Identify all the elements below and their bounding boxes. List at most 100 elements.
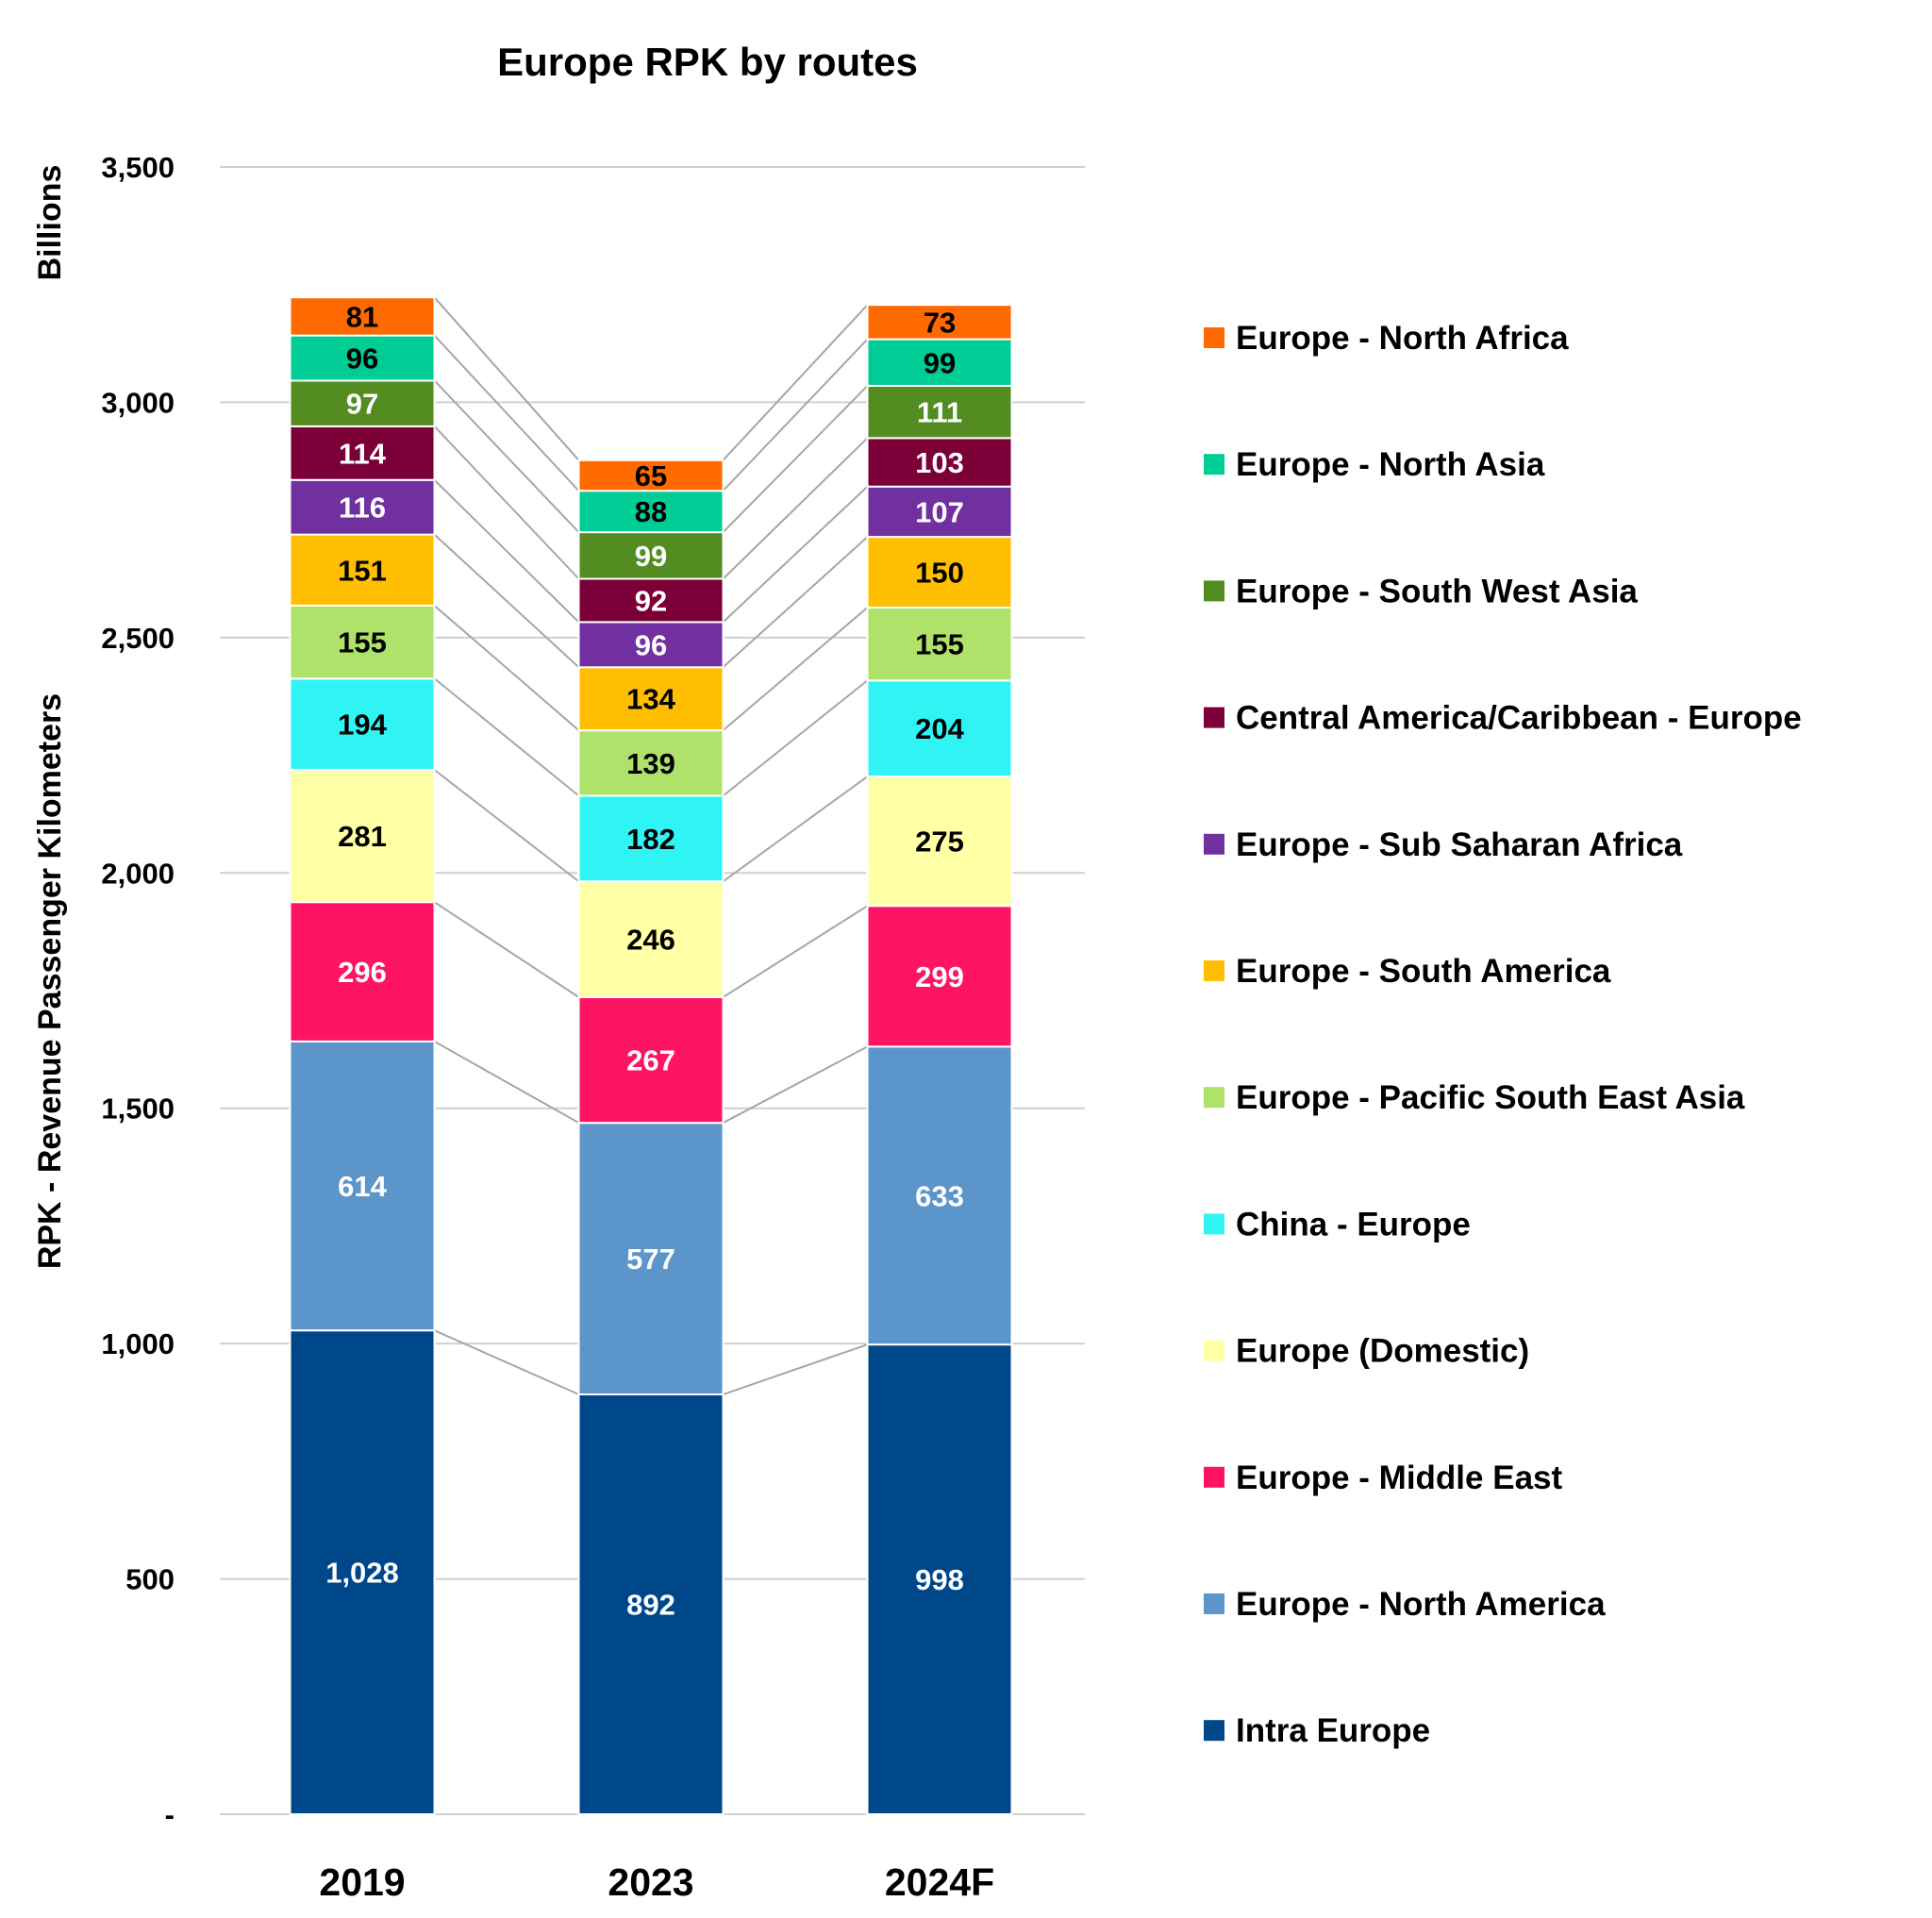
legend-label: Europe - North America [1236, 1586, 1606, 1623]
bar-segment [577, 459, 724, 492]
data-label: 96 [635, 628, 667, 661]
data-label: 281 [338, 820, 387, 853]
bar-segment [289, 1329, 436, 1815]
bar-segment [866, 338, 1013, 387]
data-label: 114 [339, 437, 387, 470]
legend-swatch [1204, 1720, 1224, 1742]
legend: Europe - North Africa Europe - North Asia… [1204, 320, 1802, 1749]
legend-swatch [1204, 1087, 1224, 1109]
data-label: 299 [915, 960, 964, 993]
bar-segment [289, 425, 436, 481]
x-axis-categories: 2019 2023 2024F [319, 1860, 994, 1904]
data-label: 267 [626, 1044, 675, 1077]
connector-line [722, 485, 869, 624]
connector-line [722, 776, 869, 883]
bar-segment [866, 1343, 1013, 1816]
y-tick-label: 3,500 [101, 151, 175, 184]
data-label: 614 [338, 1170, 387, 1203]
connector-line [722, 338, 869, 492]
data-label: 155 [338, 626, 387, 659]
data-label: 296 [338, 956, 387, 989]
bar-segment [289, 677, 436, 772]
x-category-label: 2019 [319, 1860, 405, 1904]
legend-label: Europe - South America [1236, 953, 1611, 990]
data-label: 88 [635, 495, 667, 528]
data-label: 150 [915, 557, 964, 590]
chart-title: Europe RPK by routes [497, 40, 918, 84]
y-axis-ticks: - 500 1,000 1,500 2,000 2,500 3,000 3,500 [101, 151, 175, 1831]
bar-segment [577, 729, 724, 797]
data-label: 73 [924, 306, 956, 339]
connector-line [433, 605, 580, 731]
connector-line [433, 533, 580, 669]
data-label: 182 [626, 823, 675, 856]
y-tick-label: - [165, 1798, 175, 1831]
connector-line [722, 385, 869, 533]
data-label: 116 [339, 492, 386, 525]
y-axis-title: RPK - Revenue Passenger Kilometers [32, 693, 68, 1269]
data-label: 99 [924, 346, 956, 379]
y-tick-label: 2,000 [101, 857, 175, 890]
connector-line [722, 679, 869, 797]
legend-label: Europe - South West Asia [1236, 573, 1638, 609]
legend-swatch [1204, 580, 1224, 602]
bar-segment [577, 531, 724, 580]
connector-line [722, 905, 869, 998]
legend-label: Central America/Caribbean - Europe [1236, 700, 1802, 737]
connector-line [722, 536, 869, 669]
data-label: 577 [626, 1243, 675, 1276]
legend-swatch [1204, 1213, 1224, 1235]
connector-line [722, 607, 869, 731]
legend-swatch [1204, 454, 1224, 475]
bar-segment [289, 296, 436, 337]
data-label: 151 [338, 554, 387, 587]
bar-segment [577, 880, 724, 998]
bar-segment [289, 533, 436, 607]
connector-line [434, 1329, 579, 1395]
connector-line [433, 769, 580, 883]
data-label: 275 [915, 826, 964, 859]
data-labels: 1,028 892 998 614 577 633 296 267 299 281 246 275 19… [325, 300, 964, 1621]
connector-line [433, 677, 580, 797]
legend-swatch [1204, 1340, 1224, 1361]
connector-line [433, 901, 580, 998]
bar-segment [289, 901, 436, 1042]
bar-segment [289, 379, 436, 427]
data-label: 103 [915, 446, 964, 479]
data-label: 633 [915, 1179, 964, 1212]
data-label: 111 [917, 396, 962, 429]
legend-label: Europe - North Africa [1236, 320, 1569, 357]
connector-line [433, 296, 580, 461]
y-tick-label: 1,000 [101, 1327, 175, 1360]
data-label: 107 [915, 495, 964, 528]
bar-segment [289, 604, 436, 680]
legend-label: Europe - Sub Saharan Africa [1236, 826, 1683, 863]
bar-segment [289, 1040, 436, 1332]
data-label: 96 [346, 342, 378, 375]
legend-swatch [1204, 707, 1224, 728]
legend-label: Intra Europe [1236, 1712, 1430, 1749]
connector-line [434, 1041, 579, 1125]
bar-segment [577, 621, 724, 669]
connector-line [433, 379, 580, 533]
legend-label: Europe - Pacific South East Asia [1236, 1079, 1745, 1116]
legend-label: Europe (Domestic) [1236, 1333, 1529, 1370]
bar-segment [289, 334, 436, 382]
connector-line [433, 425, 580, 580]
bar-segment [866, 679, 1013, 778]
data-label: 97 [346, 388, 378, 421]
data-label: 998 [915, 1563, 964, 1596]
data-label: 65 [635, 459, 667, 492]
connector-line [722, 437, 869, 580]
bar-segment [866, 485, 1013, 539]
legend-label: Europe - North Asia [1236, 446, 1545, 483]
connector-line [433, 334, 580, 492]
data-label: 246 [626, 924, 675, 957]
bar-segment [866, 1045, 1013, 1346]
y-axis-unit-label: Billions [32, 165, 68, 281]
y-tick-label: 1,500 [101, 1092, 175, 1126]
legend-swatch [1204, 833, 1224, 855]
bar-segment [577, 577, 724, 624]
legend-swatch [1204, 960, 1224, 981]
